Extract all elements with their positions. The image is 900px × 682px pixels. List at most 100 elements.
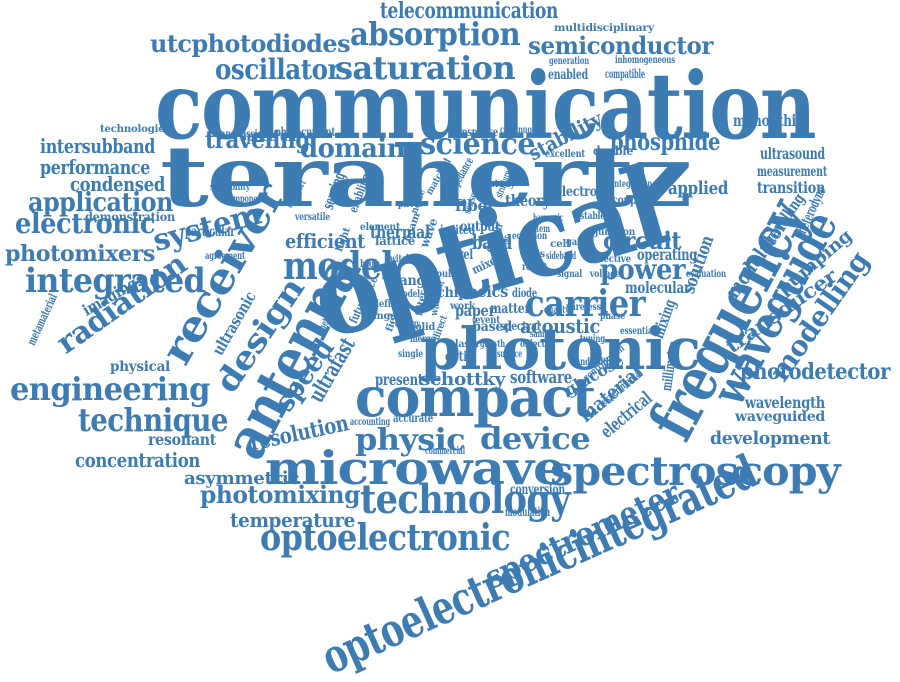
cloud-word: event xyxy=(475,315,500,326)
cloud-word: accounting xyxy=(350,417,390,428)
cloud-word: compatible xyxy=(605,67,646,81)
cloud-word: device xyxy=(480,422,591,457)
cloud-word: traveling xyxy=(205,125,310,154)
cloud-word: power xyxy=(600,253,686,286)
cloud-word: high xyxy=(360,259,381,270)
cloud-word: photomixing xyxy=(200,480,360,509)
cloud-word: technologies xyxy=(100,124,170,135)
cloud-word: ultrasound xyxy=(760,144,825,163)
cloud-word: particular xyxy=(185,224,235,240)
cloud-word: solid xyxy=(410,322,436,333)
cloud-word: surface xyxy=(497,349,523,360)
cloud-word: based xyxy=(472,319,512,335)
cloud-word: range xyxy=(393,273,433,289)
cloud-word: generation xyxy=(549,56,590,67)
cloud-word: development xyxy=(710,428,830,449)
cloud-word: continuous xyxy=(500,125,540,136)
cloud-word: inhomogeneous xyxy=(615,55,676,66)
cloud-word: response xyxy=(458,125,499,139)
cloud-word: photomixers xyxy=(5,241,155,267)
cloud-word: energy xyxy=(395,319,421,330)
cloud-word: integrated xyxy=(25,261,206,301)
cloud-word: physic xyxy=(355,423,466,458)
cloud-word: model xyxy=(395,289,420,300)
cloud-word: phase xyxy=(600,311,625,322)
cloud-word: agreement xyxy=(205,251,246,262)
cloud-word: sample xyxy=(530,329,556,340)
cloud-word: excellent xyxy=(545,149,585,160)
cloud-word: efficient xyxy=(285,229,366,253)
cloud-word: single xyxy=(398,349,424,360)
cloud-word: lattice xyxy=(375,234,416,248)
cloud-word: matter xyxy=(490,301,531,317)
cloud-word: laser xyxy=(455,339,481,350)
cloud-word: operating xyxy=(637,245,697,264)
cloud-word: paper xyxy=(455,301,496,320)
cloud-word: effective xyxy=(591,254,631,265)
cloud-word: model xyxy=(283,243,394,288)
cloud-word: intersubband xyxy=(40,134,156,158)
cloud-word: transmission xyxy=(213,129,269,140)
cloud-word: software xyxy=(510,367,572,388)
cloud-word: tuning xyxy=(580,334,606,345)
cloud-word: measurement xyxy=(757,164,827,180)
cloud-word: junction xyxy=(595,227,636,238)
cloud-word: system xyxy=(525,224,551,235)
cloud-word: harmonic xyxy=(533,213,564,224)
cloud-word: application xyxy=(28,188,173,218)
cloud-word: domain xyxy=(300,134,406,164)
cloud-word: multidisciplinary xyxy=(554,23,654,34)
cloud-word: applied xyxy=(668,178,729,199)
cloud-word: condensed xyxy=(70,172,165,196)
cloud-word: compact xyxy=(355,365,596,429)
cloud-word: concentration xyxy=(75,448,201,472)
cloud-word: wireless xyxy=(566,302,601,313)
cloud-word: oscillator xyxy=(215,53,340,86)
cloud-word: monolithic xyxy=(733,111,804,130)
cloud-word: chip xyxy=(437,285,467,301)
cloud-word: theory xyxy=(505,191,550,210)
cloud-word: terahertz xyxy=(160,127,692,226)
cloud-word: optoelectronic xyxy=(260,517,511,559)
cloud-word: phosphide xyxy=(610,127,721,156)
cloud-word: study xyxy=(490,179,515,190)
cloud-word: science xyxy=(420,127,536,162)
cloud-word: spectrum xyxy=(240,129,301,145)
cloud-word: evaluation xyxy=(686,269,726,280)
cloud-word: versatile xyxy=(295,212,330,223)
cloud-word: bandwidth xyxy=(571,357,612,368)
cloud-word: temperature xyxy=(230,508,355,532)
cloud-word: signal xyxy=(557,269,583,280)
cloud-word: scalability xyxy=(210,182,251,193)
cloud-word: level xyxy=(448,247,473,263)
cloud-word: technique xyxy=(78,401,229,439)
cloud-word: voltage xyxy=(590,269,621,280)
cloud-word: component xyxy=(225,194,266,205)
cloud-word: sideband xyxy=(546,251,576,262)
cloud-word: photocurrent xyxy=(275,125,336,139)
cloud-word: integration xyxy=(612,179,652,190)
cloud-word: engineering xyxy=(10,370,211,408)
cloud-word: switch xyxy=(386,254,412,265)
cloud-word: object xyxy=(520,339,545,350)
cloud-word: photo xyxy=(398,199,423,210)
cloud-word: modulation xyxy=(505,505,550,519)
cloud-word: utcphotodiodes xyxy=(150,29,351,58)
cloud-word: circuit xyxy=(603,226,682,255)
cloud-word: diode xyxy=(512,286,538,300)
cloud-word: photodetector xyxy=(740,359,890,385)
cloud-word: defined xyxy=(373,299,408,310)
cloud-word: accurate xyxy=(393,411,433,425)
cloud-word: fiber xyxy=(455,196,496,215)
cloud-word: spectral xyxy=(500,319,541,333)
cloud-word: enabled xyxy=(548,67,588,83)
cloud-word: ingaas xyxy=(373,311,408,322)
cloud-word: electro xyxy=(555,184,597,200)
cloud-word: oeics xyxy=(468,282,508,301)
cloud-word: asymmetric xyxy=(184,468,300,489)
cloud-word: molecular xyxy=(625,278,690,297)
cloud-word: waveguided xyxy=(735,409,826,425)
cloud-word: work xyxy=(450,301,476,312)
cloud-word: technology xyxy=(360,476,571,523)
